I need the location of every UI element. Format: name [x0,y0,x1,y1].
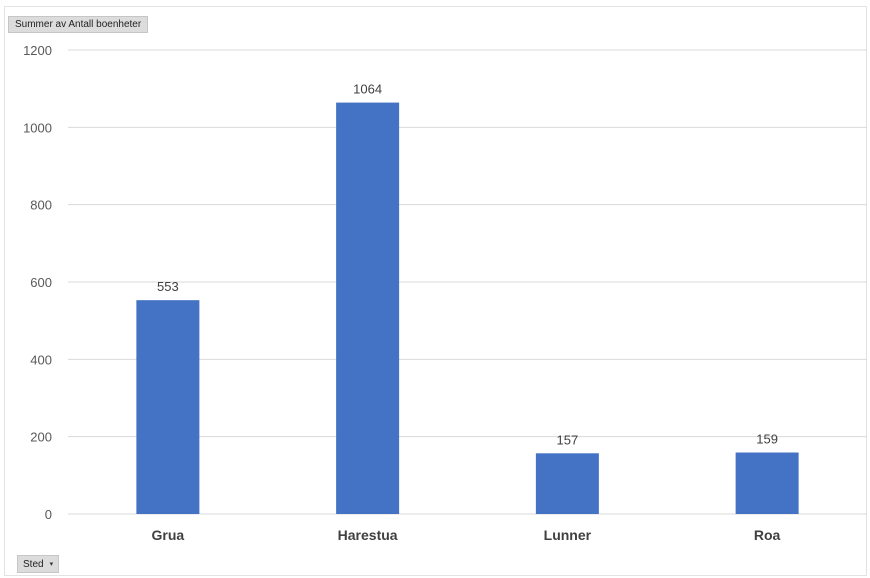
bar [535,453,599,514]
y-tick-label: 1200 [23,43,52,58]
data-label: 1064 [353,82,382,97]
y-tick-label: 400 [30,352,52,367]
bar [336,102,400,514]
y-tick-label: 0 [45,507,52,522]
axis-field-button[interactable]: Sted ▾ [17,555,60,573]
x-category-label: Harestua [338,527,398,543]
data-label: 553 [157,279,179,294]
axis-field-label: Sted [23,558,44,570]
y-tick-label: 600 [30,275,52,290]
y-tick-label: 1000 [23,120,52,135]
value-field-button[interactable]: Summer av Antall boenheter [8,16,149,33]
value-field-label: Summer av Antall boenheter [15,19,142,30]
data-label: 157 [557,432,579,447]
data-label: 159 [756,432,778,447]
x-category-label: Grua [152,527,185,543]
bar [136,300,200,514]
y-tick-label: 200 [30,430,52,445]
x-category-label: Lunner [544,527,592,543]
bar [735,452,799,514]
dropdown-caret-icon[interactable]: ▾ [49,561,54,568]
x-category-label: Roa [754,527,781,543]
y-tick-label: 800 [30,198,52,213]
